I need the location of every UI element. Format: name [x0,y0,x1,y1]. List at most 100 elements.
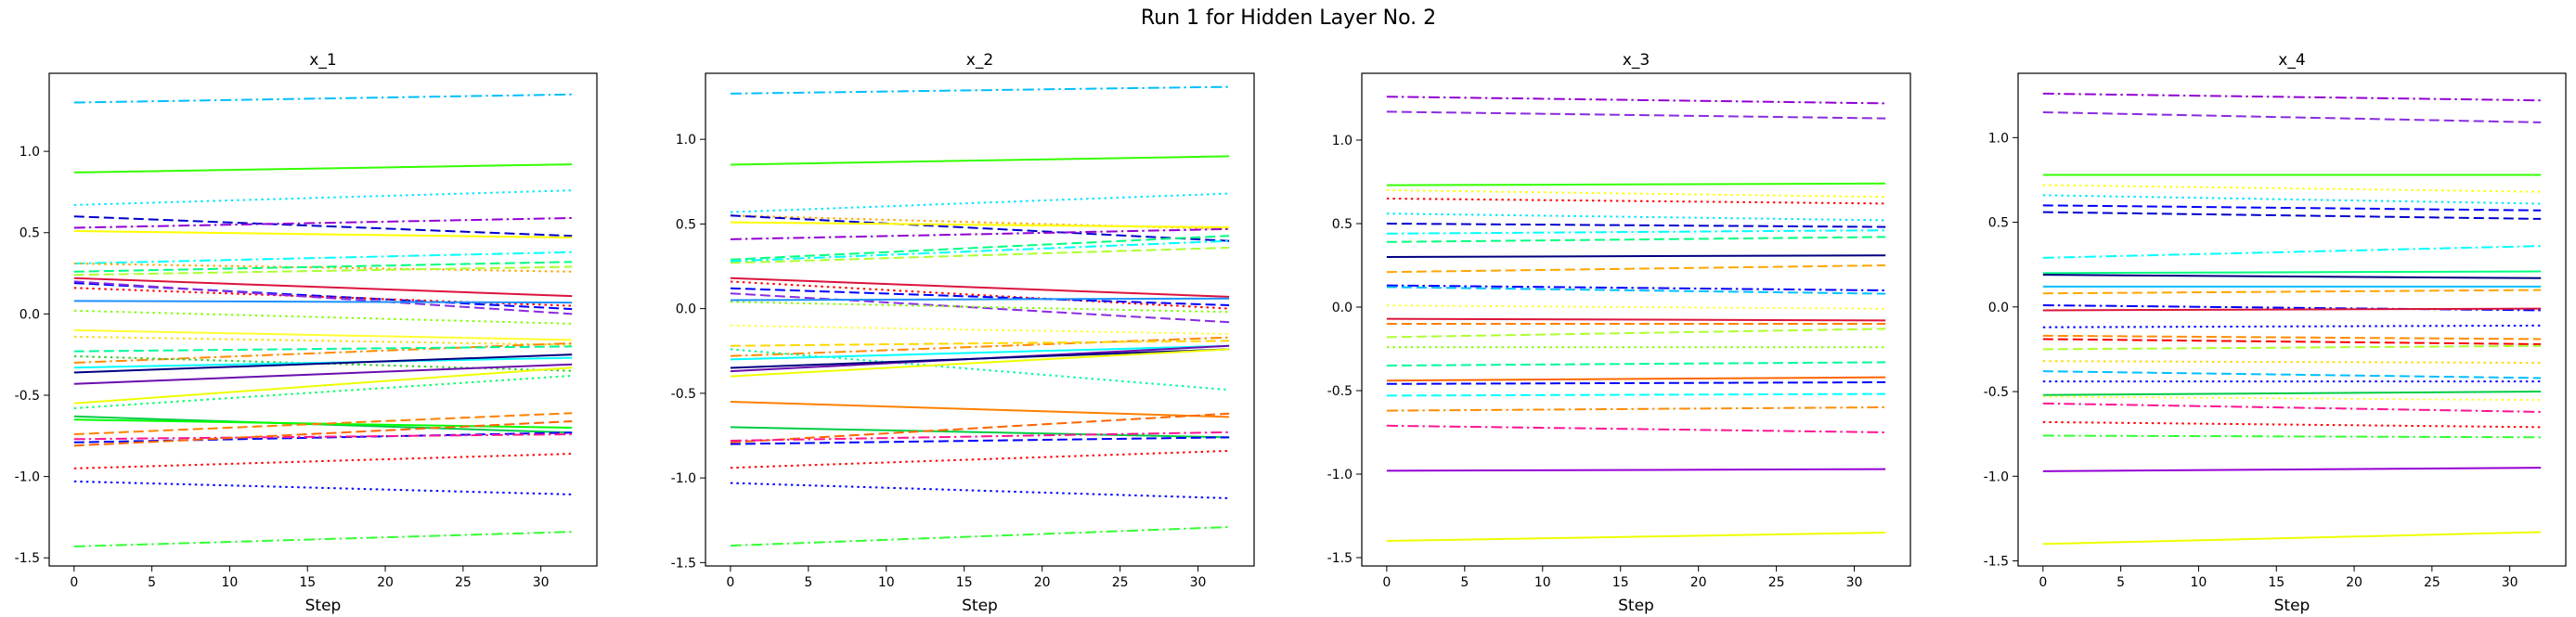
y-tick-label: 1.0 [676,133,696,148]
x-tick-label: 20 [1690,575,1707,590]
series-line-4 [2042,184,2542,193]
series-line-10 [73,265,573,276]
series-line-13 [73,287,573,307]
subplot-title: x_2 [966,51,993,70]
series-line-11 [730,276,1230,298]
series-line-23 [1386,406,1886,412]
x-tick-label: 20 [2346,575,2362,590]
series-line-25 [730,401,1230,418]
series-line-6 [73,229,573,238]
series-line-25 [2042,420,2542,429]
y-tick-label: -1.0 [1984,469,2009,484]
y-tick-label: -1.5 [1984,555,2009,570]
series-line-23 [73,353,573,374]
series-line-26 [730,426,1230,439]
x-tick-label: 25 [455,575,472,590]
series-line-2 [1386,110,1886,120]
x-tick-label: 0 [1382,575,1391,590]
series-line-7 [1386,223,1886,228]
series-line-1 [2042,92,2542,102]
series-line-8 [2042,245,2542,259]
series-line-8 [730,235,1230,261]
y-tick-label: -1.0 [15,470,40,485]
y-tick-label: -0.5 [1327,384,1353,399]
figure-title: Run 1 for Hidden Layer No. 2 [1141,6,1436,30]
series-line-5 [730,214,1230,242]
series-line-22 [1386,392,1886,397]
series-line-26 [2042,434,2542,439]
series-line-1 [73,93,573,104]
series-line-17 [730,324,1230,336]
series-line-29 [73,412,573,436]
series-line-13 [730,287,1230,306]
series-line-28 [73,418,573,430]
x-tick-label: 25 [1112,575,1129,590]
y-tick-label: 1.0 [19,145,40,160]
series-line-23 [2042,395,2542,402]
series-line-15 [2042,324,2542,328]
series-line-2 [730,155,1230,166]
axes-frame [48,72,598,567]
x-axis-label: Step [2274,597,2311,615]
series-line-27 [2042,467,2542,472]
subplot-2: x_2 0 5 10 15 20 25 30 -1.5 -1.0 -0.5 0.0 0.5 1.0 Step [671,51,1255,615]
y-tick-label: 0.0 [1332,301,1353,315]
series-line-1 [730,85,1230,95]
series-line-24 [2042,402,2542,413]
series-line-15 [1386,317,1886,322]
series-line-21 [730,344,1230,361]
y-tick-label: -1.0 [1327,468,1353,482]
y-tick-label: 1.0 [1332,134,1353,148]
series-line-30 [730,449,1230,469]
x-tick-label: 30 [1190,575,1207,590]
y-tick-label: -1.5 [15,551,40,566]
x-tick-label: 5 [2116,575,2125,590]
series-line-16 [73,309,573,325]
subplot-title: x_3 [1623,51,1650,70]
y-tick-label: -1.0 [671,471,696,486]
series-line-20 [2042,370,2542,379]
series-line-9 [1386,236,1886,243]
series-line-13 [1386,286,1886,295]
x-tick-label: 20 [377,575,394,590]
series-line-20 [1386,376,1886,382]
axes-frame [705,72,1255,567]
series-line-24 [730,348,1230,378]
x-axis-label: Step [1618,597,1654,615]
x-tick-label: 5 [1460,575,1469,590]
y-tick-label: -0.5 [15,389,40,404]
x-tick-label: 10 [878,575,895,590]
subplot-title: x_4 [2278,51,2305,70]
x-tick-label: 0 [726,575,734,590]
y-tick-label: -1.5 [1327,551,1353,566]
series-line-29 [730,436,1230,445]
series-line-4 [1386,189,1886,199]
series-line-14 [1386,304,1886,310]
series-line-15 [730,297,1230,302]
x-tick-label: 15 [956,575,973,590]
series-line-11 [73,276,573,298]
series-line-19 [1386,361,1886,366]
series-line-14 [730,292,1230,324]
series-line-24 [1386,424,1886,433]
x-tick-label: 15 [299,575,316,590]
y-tick-label: -0.5 [1984,385,2009,400]
x-tick-label: 5 [148,575,156,590]
series-line-28 [2042,531,2542,546]
series-line-17 [2042,338,2542,345]
y-tick-label: 0.0 [676,302,696,317]
series-line-19 [730,340,1230,347]
series-line-32 [73,420,573,447]
subplot-3: x_3 0 5 10 15 20 25 30 -1.5 -1.0 -0.5 0.0 0.5 1.0 Step [1327,51,1911,615]
series-line-16 [730,301,1230,314]
series-group [730,85,1230,547]
x-tick-label: 15 [2268,575,2285,590]
series-line-24 [73,363,573,385]
series-line-26 [1386,532,1886,542]
x-tick-label: 0 [70,575,78,590]
subplots: x_1 0 5 10 15 20 25 30 -1.5 -1.0 -0.5 0.0 0.5 1.0 Step… [15,51,2567,615]
subplot-4: x_4 0 5 10 15 20 25 30 -1.5 -1.0 -0.5 0.0 0.5 1.0 Step [1984,51,2567,615]
x-tick-label: 15 [1612,575,1629,590]
series-line-33 [73,453,573,469]
series-line-5 [1386,198,1886,205]
